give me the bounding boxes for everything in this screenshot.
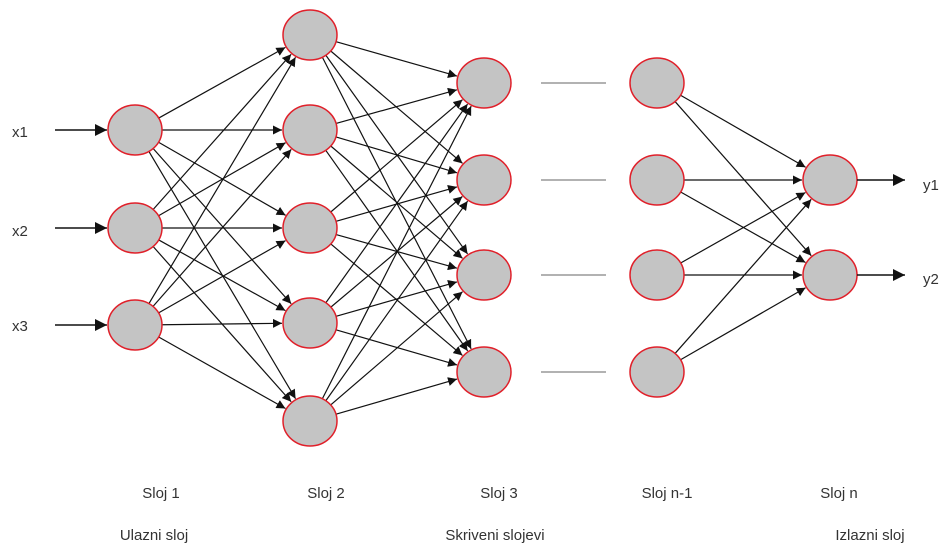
neuron-layer3-3 <box>456 249 512 301</box>
neuron-layer5-2 <box>802 249 858 301</box>
connection-1-4-to-2-1 <box>325 200 469 402</box>
connection-3-3-to-4-1 <box>680 287 806 361</box>
connection-0-1-to-1-0 <box>152 53 292 210</box>
group-caption-hidden: Skriveni slojevi <box>445 527 544 544</box>
neuron-layer4-4 <box>629 346 685 398</box>
connection-1-4-to-2-2 <box>330 291 463 406</box>
connections <box>148 41 812 415</box>
neuron-layer2-4 <box>282 297 338 349</box>
connection-0-2-to-1-2 <box>158 240 286 314</box>
layer-caption-1: Sloj 1 <box>142 485 180 502</box>
connection-1-4-to-2-0 <box>321 105 472 400</box>
connection-0-0-to-1-3 <box>152 148 292 305</box>
layer-caption-n: Sloj n <box>820 485 858 502</box>
group-caption-input: Ulazni sloj <box>120 527 188 544</box>
connection-0-2-to-1-0 <box>148 56 297 304</box>
neuron-layer1-3 <box>107 299 163 351</box>
output-label-y1: y1 <box>923 177 939 194</box>
neuron-layer4-1 <box>629 57 685 109</box>
neuron-layer1-2 <box>107 202 163 254</box>
neuron-layer2-5 <box>282 395 338 447</box>
connection-3-2-to-4-0 <box>680 191 806 264</box>
input-label-x1: x1 <box>12 124 28 141</box>
neuron-layer1-1 <box>107 104 163 156</box>
layer-caption-2: Sloj 2 <box>307 485 345 502</box>
connection-3-0-to-4-0 <box>680 94 806 168</box>
connection-1-1-to-2-3 <box>325 149 469 352</box>
connection-0-1-to-1-1 <box>158 142 286 217</box>
connection-1-2-to-2-0 <box>330 99 463 213</box>
neuron-layer2-1 <box>282 9 338 61</box>
connection-1-4-to-2-3 <box>335 377 458 415</box>
connection-0-2-to-1-3 <box>161 318 283 328</box>
connection-1-3-to-2-3 <box>335 329 458 367</box>
connection-3-0-to-4-1 <box>674 101 812 257</box>
group-caption-output: Izlazni sloj <box>835 527 904 544</box>
neuron-layer4-3 <box>629 249 685 301</box>
input-label-x3: x3 <box>12 318 28 335</box>
neuron-layer3-2 <box>456 154 512 206</box>
connection-1-1-to-2-1 <box>335 136 458 175</box>
connection-0-2-to-1-4 <box>158 336 286 410</box>
neuron-layer4-2 <box>629 154 685 206</box>
connection-1-0-to-2-0 <box>335 41 458 78</box>
layer-caption-3: Sloj 3 <box>480 485 518 502</box>
neuron-layer2-2 <box>282 104 338 156</box>
output-label-y2: y2 <box>923 271 939 288</box>
input-label-x2: x2 <box>12 223 28 240</box>
connection-1-1-to-2-0 <box>335 87 458 125</box>
connection-1-3-to-2-0 <box>325 103 469 304</box>
neuron-layer3-1 <box>456 57 512 109</box>
connection-1-3-to-2-2 <box>335 280 458 317</box>
neuron-layer5-1 <box>802 154 858 206</box>
input-output-arrows <box>55 124 905 331</box>
connection-0-0-to-1-0 <box>158 46 286 119</box>
skipped-layers-lines <box>541 82 606 373</box>
connection-0-2-to-1-1 <box>152 148 292 307</box>
connection-3-3-to-4-0 <box>674 198 812 354</box>
neuron-layer3-4 <box>456 346 512 398</box>
neuron-layer2-3 <box>282 202 338 254</box>
neurons <box>107 9 858 447</box>
layer-caption-n-1: Sloj n-1 <box>642 485 693 502</box>
